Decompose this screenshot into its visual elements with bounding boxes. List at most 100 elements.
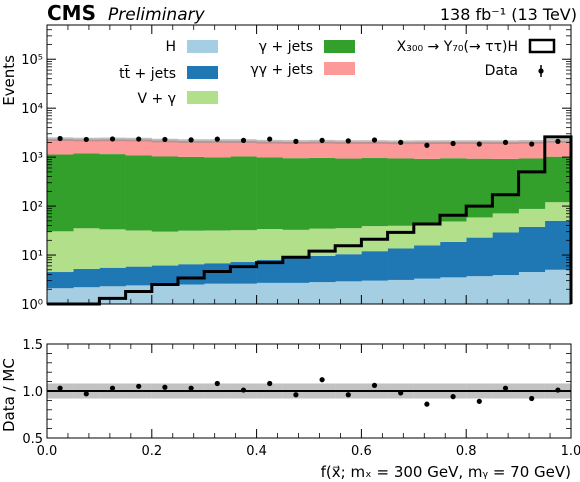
bar-4-9 — [282, 141, 310, 159]
bar-3-0 — [47, 154, 74, 232]
bar-1-0 — [47, 272, 74, 289]
bar-0-7 — [230, 283, 257, 304]
ratio-point-9 — [293, 392, 299, 398]
y-tick-label-2: 10² — [21, 200, 43, 215]
ratio-point-5 — [188, 385, 194, 391]
data-point-15 — [450, 140, 456, 147]
bar-2-2 — [99, 229, 126, 268]
bar-0-9 — [282, 282, 310, 304]
bar-2-13 — [387, 225, 415, 249]
bar-1-10 — [309, 255, 336, 283]
legend-swatch-vgamma — [187, 91, 218, 104]
bar-4-14 — [413, 142, 441, 159]
bar-0-15 — [440, 277, 467, 304]
legend-swatch-ggjets — [324, 62, 355, 75]
bar-1-5 — [178, 264, 205, 285]
signal-histogram — [47, 135, 573, 306]
data-point-14 — [424, 142, 430, 148]
bar-2-16 — [466, 217, 493, 238]
y-axis-ticks: 10⁰ 10¹ 10² 10³ 10⁴ 10⁵ — [21, 24, 571, 313]
bar-3-18 — [518, 158, 546, 209]
bar-0-16 — [466, 276, 493, 304]
bar-0-19 — [544, 269, 572, 304]
bar-0-8 — [256, 282, 284, 304]
ratio-point-2 — [109, 385, 116, 391]
bar-1-3 — [125, 266, 153, 286]
y-tick-label-1: 10¹ — [21, 249, 43, 264]
ratio-point-8 — [267, 380, 273, 387]
y-tick-label-3: 10³ — [21, 151, 43, 166]
bar-1-13 — [387, 248, 415, 280]
legend: H tt̄ + jets V + γ γ + jets γγ + jets X₃… — [119, 38, 556, 107]
bar-1-1 — [73, 268, 100, 288]
bar-4-19 — [544, 140, 572, 157]
bar-4-8 — [256, 141, 284, 158]
bar-0-5 — [178, 284, 205, 304]
ratio-point-0 — [57, 385, 63, 391]
bar-1-2 — [99, 267, 126, 287]
x-tick-label-5: 1.0 — [561, 444, 580, 459]
data-point-19 — [555, 138, 561, 144]
bar-2-3 — [125, 230, 153, 267]
ratio-point-18 — [529, 395, 535, 402]
data-point-11 — [345, 138, 351, 144]
bar-2-14 — [413, 223, 441, 246]
data-point-10 — [319, 137, 325, 143]
bar-2-8 — [256, 229, 284, 260]
data-point-6 — [214, 136, 220, 142]
y-tick-label-5: 10⁵ — [21, 53, 43, 68]
ratio-point-3 — [136, 383, 142, 389]
bar-3-6 — [204, 157, 231, 231]
bar-4-2 — [99, 139, 126, 155]
ratio-points — [57, 377, 561, 407]
bar-2-15 — [440, 221, 467, 242]
data-point-9 — [293, 138, 299, 144]
data-point-3 — [136, 136, 142, 142]
bar-1-14 — [413, 245, 441, 279]
bar-0-13 — [387, 279, 415, 304]
bar-4-15 — [440, 142, 467, 159]
legend-label-ggjets: γγ + jets — [251, 62, 314, 78]
bar-0-3 — [125, 285, 153, 304]
bar-4-11 — [335, 142, 362, 159]
bar-4-17 — [492, 142, 519, 159]
bar-0-0 — [47, 288, 74, 304]
x-tick-label-3: 0.6 — [351, 444, 372, 459]
ratio-y-ticks: 0.5 1.0 1.5 — [22, 338, 571, 447]
bar-3-8 — [256, 157, 284, 230]
bar-4-18 — [518, 141, 546, 159]
ratio-point-4 — [162, 384, 168, 390]
ratio-panel-frame — [46, 343, 572, 439]
bar-1-18 — [518, 226, 546, 273]
lumi-label: 138 fb⁻¹ (13 TeV) — [440, 5, 577, 24]
ratio-point-1 — [83, 391, 89, 397]
bar-3-5 — [178, 156, 205, 231]
bar-3-16 — [466, 158, 493, 218]
y-tick-label-4: 10⁴ — [21, 102, 43, 117]
x-tick-label-2: 0.4 — [246, 444, 267, 459]
data-point-0 — [57, 135, 63, 142]
bar-4-10 — [309, 141, 336, 158]
legend-swatch-signal — [528, 38, 556, 54]
legend-swatch-ttjets — [187, 66, 218, 79]
bar-2-9 — [282, 229, 310, 259]
bar-0-2 — [99, 286, 126, 304]
legend-label-data: Data — [485, 63, 518, 79]
bar-4-4 — [151, 140, 179, 157]
data-point-7 — [240, 137, 247, 143]
bar-0-10 — [309, 282, 336, 304]
bar-3-3 — [125, 155, 153, 231]
bar-2-1 — [73, 228, 100, 269]
bar-3-4 — [151, 156, 179, 232]
ratio-tick-label-0: 0.5 — [22, 432, 43, 447]
bar-2-7 — [230, 230, 257, 263]
data-point-18 — [529, 141, 535, 147]
legend-label-gjets: γ + jets — [259, 39, 313, 55]
bar-4-1 — [73, 139, 100, 154]
bar-0-17 — [492, 275, 519, 304]
ratio-point-17 — [502, 385, 509, 391]
bar-0-14 — [413, 278, 441, 304]
bar-2-19 — [544, 202, 572, 221]
bar-0-18 — [518, 272, 546, 304]
